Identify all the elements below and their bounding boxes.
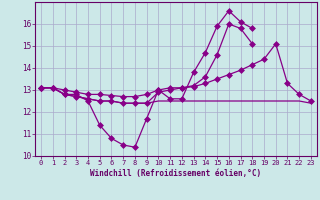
X-axis label: Windchill (Refroidissement éolien,°C): Windchill (Refroidissement éolien,°C) bbox=[91, 169, 261, 178]
